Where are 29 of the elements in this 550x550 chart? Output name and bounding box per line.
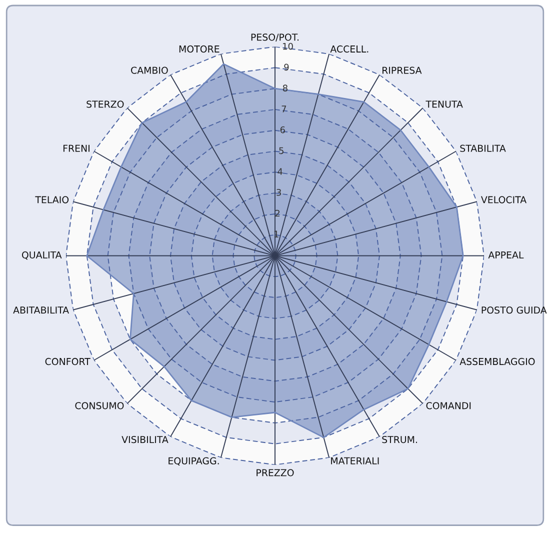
spoke-label: CONSUMO [75,402,124,410]
spoke-label: CAMBIO [131,66,168,74]
spoke-label: MOTORE [179,45,220,53]
y-tick-label: 5 [279,147,284,154]
spoke-label: FRENI [63,144,90,152]
spoke-label: RIPRESA [382,66,422,74]
spoke-label: ABITABILITA [13,306,70,314]
spoke-label: STERZO [86,100,124,108]
y-tick-label: 10 [283,42,293,50]
y-tick-label: 3 [276,188,281,196]
spoke-label: CONFORT [45,358,90,366]
spoke-label: POSTO GUIDA [482,306,547,314]
spoke-label: PESO/POT. [251,34,299,42]
spoke-label: VELOCITA [480,196,526,204]
spoke-label: TELAIO [35,196,69,204]
spoke-label: MATERIALI [331,457,379,464]
spoke-label: PREZZO [256,469,294,476]
spoke-label: APPEAL [488,251,524,258]
y-tick-label: 4 [278,168,282,175]
spoke-label: ACCELL. [330,45,368,53]
spoke-label: EQUIPAGG. [168,457,219,466]
y-tick-label: 6 [280,126,285,134]
spoke-label: STRUM. [382,436,417,444]
spoke-label: QUALITA [22,251,62,260]
spoke-label: ASSEMBLAGGIO [460,358,535,366]
spoke-label: VISIBILITA [122,436,168,444]
spoke-label: TENUTA [426,100,463,108]
spoke-label: COMANDI [426,402,471,410]
spoke-label: STABILITA [460,144,506,152]
